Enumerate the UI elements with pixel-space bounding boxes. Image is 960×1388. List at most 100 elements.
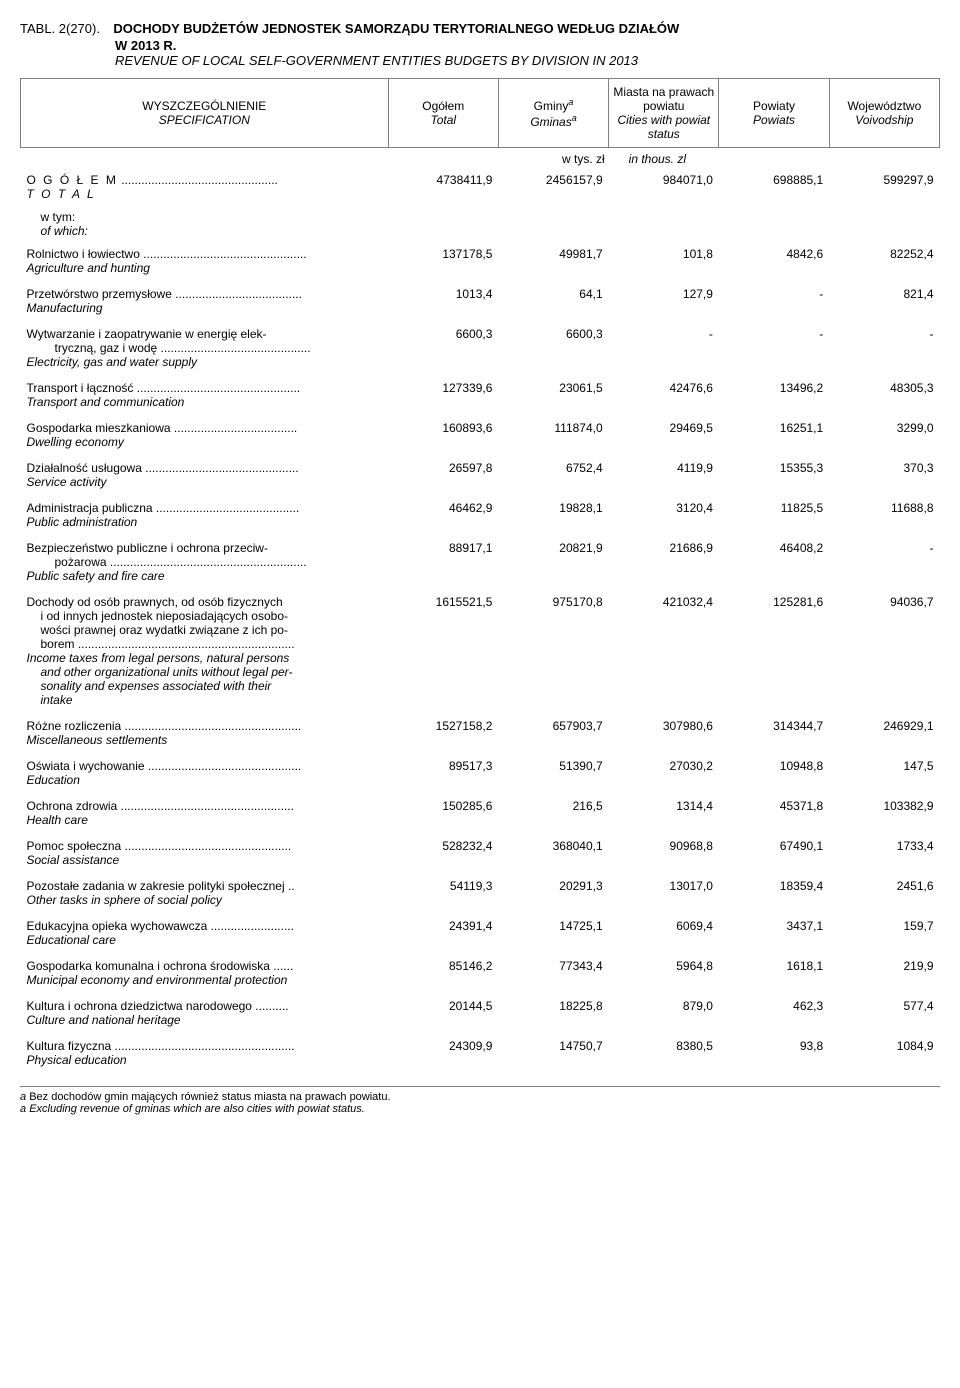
- row-label-pl-cont: pożarowa ...............................…: [27, 555, 307, 569]
- row-label-pl: Wytwarzanie i zaopatrywanie w energię el…: [27, 327, 267, 341]
- row-label-en: Physical education: [27, 1053, 127, 1067]
- col-powiaty-en: Powiats: [753, 113, 795, 127]
- cell-value: 11688,8: [829, 498, 939, 532]
- cell-value: 13496,2: [719, 378, 829, 412]
- cell-value: 975170,8: [498, 592, 608, 710]
- row-label-en: Transport and communication: [27, 395, 185, 409]
- cell-value: 4738411,9: [388, 170, 498, 204]
- cell-value: 599297,9: [829, 170, 939, 204]
- cell-value: 77343,4: [498, 956, 608, 990]
- footnote-en: Excluding revenue of gminas which are al…: [29, 1103, 365, 1115]
- cell-value: 879,0: [609, 996, 719, 1030]
- row-label-en: Social assistance: [27, 853, 120, 867]
- units-pl: w tys. zł: [388, 148, 609, 171]
- subhead-row: w tym: of which:: [21, 204, 940, 244]
- cell-value: 20144,5: [388, 996, 498, 1030]
- title-pl-line1: DOCHODY BUDŻETÓW JEDNOSTEK SAMORZĄDU TER…: [113, 21, 679, 36]
- row-label-cell: Wytwarzanie i zaopatrywanie w energię el…: [21, 324, 389, 372]
- table-row: Dochody od osób prawnych, od osób fizycz…: [21, 592, 940, 710]
- cell-value: 94036,7: [829, 592, 939, 710]
- cell-value: 1314,4: [609, 796, 719, 830]
- row-label-cell: Bezpieczeństwo publiczne i ochrona przec…: [21, 538, 389, 586]
- row-label-pl: Pomoc społeczna ........................…: [27, 839, 292, 853]
- row-label-en: Agriculture and hunting: [27, 261, 150, 275]
- cell-value: 1615521,5: [388, 592, 498, 710]
- title-block: TABL. 2(270). DOCHODY BUDŻETÓW JEDNOSTEK…: [20, 20, 940, 68]
- cell-value: 147,5: [829, 756, 939, 790]
- row-label-cell: Transport i łączność ...................…: [21, 378, 389, 412]
- leader-dots: ........................................…: [118, 173, 278, 187]
- col-total-en: Total: [430, 113, 456, 127]
- cell-value: 125281,6: [719, 592, 829, 710]
- cell-value: 127,9: [609, 284, 719, 318]
- row-label-en: Service activity: [27, 475, 107, 489]
- table-number: TABL. 2(270).: [20, 21, 100, 36]
- table-row: Administracja publiczna ................…: [21, 498, 940, 532]
- units-en: in thous. zl: [609, 148, 940, 171]
- row-label-pl: Pozostałe zadania w zakresie polityki sp…: [27, 879, 295, 893]
- cell-value: 3120,4: [609, 498, 719, 532]
- row-label-pl: Przetwórstwo przemysłowe ...............…: [27, 287, 302, 301]
- cell-value: 18225,8: [498, 996, 608, 1030]
- cell-value: 6752,4: [498, 458, 608, 492]
- row-label-en: Dwelling economy: [27, 435, 124, 449]
- row-label-pl-cont: tryczną, gaz i wodę ....................…: [27, 341, 311, 355]
- cell-value: 1527158,2: [388, 716, 498, 750]
- cell-value: 5964,8: [609, 956, 719, 990]
- cell-value: 1733,4: [829, 836, 939, 870]
- cell-value: 49981,7: [498, 244, 608, 278]
- table-row: Kultura i ochrona dziedzictwa narodowego…: [21, 996, 940, 1030]
- cell-value: 821,4: [829, 284, 939, 318]
- row-label-en: Income taxes from legal persons, natural…: [27, 651, 379, 665]
- footnote-marker: a: [20, 1091, 26, 1103]
- row-label-pl: Bezpieczeństwo publiczne i ochrona przec…: [27, 541, 268, 555]
- cell-value: 19828,1: [498, 498, 608, 532]
- cell-value: 111874,0: [498, 418, 608, 452]
- cell-value: 1013,4: [388, 284, 498, 318]
- row-label-cell: Edukacyjna opieka wychowawcza ..........…: [21, 916, 389, 950]
- cell-value: 368040,1: [498, 836, 608, 870]
- cell-value: 67490,1: [719, 836, 829, 870]
- col-woj: Województwo Voivodship: [829, 79, 939, 148]
- cell-value: 1084,9: [829, 1036, 939, 1070]
- cell-value: 14750,7: [498, 1036, 608, 1070]
- cell-value: 103382,9: [829, 796, 939, 830]
- table-row: Transport i łączność ...................…: [21, 378, 940, 412]
- row-label-cell: Przetwórstwo przemysłowe ...............…: [21, 284, 389, 318]
- cell-value: 4119,9: [609, 458, 719, 492]
- table-row: Edukacyjna opieka wychowawcza ..........…: [21, 916, 940, 950]
- table-row: Gospodarka mieszkaniowa ................…: [21, 418, 940, 452]
- cell-value: 13017,0: [609, 876, 719, 910]
- table-row: Wytwarzanie i zaopatrywanie w energię el…: [21, 324, 940, 372]
- row-label-en: Electricity, gas and water supply: [27, 355, 198, 369]
- cell-value: 11825,5: [719, 498, 829, 532]
- title-en: REVENUE OF LOCAL SELF-GOVERNMENT ENTITIE…: [115, 53, 940, 68]
- row-label-pl: Administracja publiczna ................…: [27, 501, 300, 515]
- cell-value: 219,9: [829, 956, 939, 990]
- table-header: WYSZCZEGÓLNIENIE SPECIFICATION Ogółem To…: [21, 79, 940, 148]
- table-row: Bezpieczeństwo publiczne i ochrona przec…: [21, 538, 940, 586]
- cell-value: -: [829, 538, 939, 586]
- row-label-pl: Kultura fizyczna .......................…: [27, 1039, 295, 1053]
- row-label-en: sonality and expenses associated with th…: [27, 679, 379, 693]
- total-label-pl: O G Ó Ł E M: [27, 173, 118, 187]
- col-gminy-pl: Gminy: [534, 99, 569, 113]
- cell-value: -: [609, 324, 719, 372]
- table-row: Rolnictwo i łowiectwo ..................…: [21, 244, 940, 278]
- data-table: WYSZCZEGÓLNIENIE SPECIFICATION Ogółem To…: [20, 78, 940, 1076]
- rows-container: Rolnictwo i łowiectwo ..................…: [21, 244, 940, 1076]
- sup-marker: a: [572, 113, 577, 123]
- table-row: Gospodarka komunalna i ochrona środowisk…: [21, 956, 940, 990]
- cell-value: 216,5: [498, 796, 608, 830]
- row-label-pl: Gospodarka mieszkaniowa ................…: [27, 421, 298, 435]
- row-label-cell: Działalność usługowa ...................…: [21, 458, 389, 492]
- table-row: Oświata i wychowanie ...................…: [21, 756, 940, 790]
- cell-value: 4842,6: [719, 244, 829, 278]
- sup-marker: a: [568, 97, 573, 107]
- row-label-en: Manufacturing: [27, 301, 103, 315]
- cell-value: 307980,6: [609, 716, 719, 750]
- row-label-cell: Kultura fizyczna .......................…: [21, 1036, 389, 1070]
- row-label-pl: Ochrona zdrowia ........................…: [27, 799, 294, 813]
- row-label-cell: Oświata i wychowanie ...................…: [21, 756, 389, 790]
- row-label-cell: Rolnictwo i łowiectwo ..................…: [21, 244, 389, 278]
